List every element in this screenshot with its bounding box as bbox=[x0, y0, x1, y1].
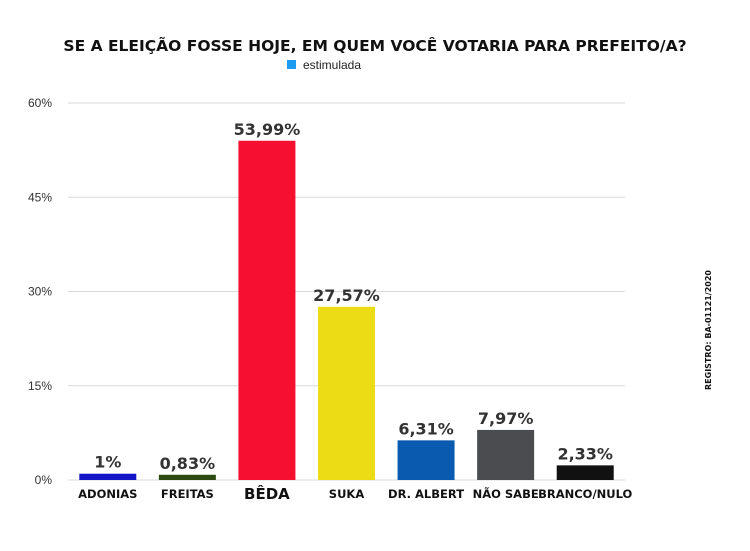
data-label: 53,99% bbox=[234, 120, 301, 139]
bar bbox=[79, 473, 137, 480]
category-label: NÃO SABE bbox=[473, 486, 539, 501]
data-label: 27,57% bbox=[313, 286, 380, 305]
y-tick-label: 45% bbox=[28, 190, 52, 204]
data-label: 2,33% bbox=[557, 444, 613, 463]
legend: estimulada bbox=[287, 58, 361, 72]
y-tick-label: 0% bbox=[35, 473, 53, 487]
data-label: 6,31% bbox=[398, 419, 454, 438]
bar bbox=[397, 440, 455, 480]
legend-label: estimulada bbox=[303, 58, 361, 72]
chart-title: SE A ELEIÇÃO FOSSE HOJE, EM QUEM VOCÊ VO… bbox=[63, 36, 686, 55]
bars bbox=[79, 140, 614, 481]
data-labels: 1% 0,83% 53,99% 27,57% 6,31% 7,97% 2,33% bbox=[94, 120, 613, 473]
bar bbox=[477, 429, 535, 480]
y-tick-label: 15% bbox=[28, 379, 52, 393]
category-label: FREITAS bbox=[161, 487, 214, 501]
category-label: BÊDA bbox=[244, 484, 290, 503]
bar bbox=[238, 140, 296, 481]
category-label: DR. ALBERT bbox=[388, 487, 464, 501]
y-tick-label: 60% bbox=[28, 96, 52, 110]
y-axis-ticks: 0% 15% 30% 45% 60% bbox=[28, 96, 52, 487]
bar bbox=[556, 465, 614, 480]
y-tick-label: 30% bbox=[28, 285, 52, 299]
bar bbox=[158, 474, 216, 480]
category-labels: ADONIAS FREITAS BÊDA SUKA DR. ALBERT NÃO SABE… bbox=[78, 484, 632, 503]
category-label: ADONIAS bbox=[78, 487, 137, 501]
data-label: 7,97% bbox=[478, 409, 534, 428]
registro-label: REGISTRO: BA-01121/2020 bbox=[704, 270, 713, 390]
legend-swatch bbox=[287, 60, 296, 69]
data-label: 0,83% bbox=[160, 454, 216, 473]
bar bbox=[318, 306, 375, 480]
category-label: BRANCO/NULO bbox=[538, 487, 632, 501]
category-label: SUKA bbox=[329, 487, 365, 501]
data-label: 1% bbox=[94, 453, 121, 472]
